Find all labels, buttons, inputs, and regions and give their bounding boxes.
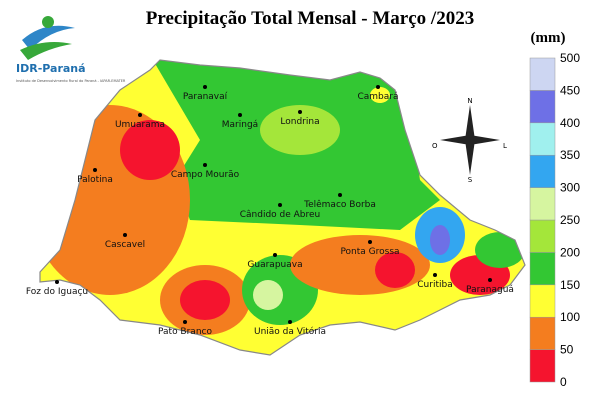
legend-tick-label: 350 bbox=[560, 148, 580, 162]
city-label: Ponta Grossa bbox=[340, 247, 399, 257]
logo: IDR-Paraná Instituto de Desenvolvimento … bbox=[16, 16, 126, 83]
city-dot bbox=[203, 85, 207, 89]
legend-bin bbox=[529, 90, 556, 124]
city-label: Campo Mourão bbox=[171, 170, 240, 180]
city-label: Cambará bbox=[357, 92, 398, 102]
city-dot bbox=[183, 320, 187, 324]
city-label: Paranavaí bbox=[183, 92, 228, 102]
logo-name: IDR-Paraná bbox=[16, 62, 86, 75]
city-label: Umuarama bbox=[115, 120, 165, 130]
legend-bin bbox=[529, 219, 556, 253]
legend-tick-label: 250 bbox=[560, 213, 580, 227]
legend-tick-label: 100 bbox=[560, 310, 580, 324]
compass-w: O bbox=[432, 142, 438, 150]
city-dot bbox=[433, 273, 437, 277]
legend-tick-label: 0 bbox=[560, 375, 567, 389]
city-dot bbox=[298, 110, 302, 114]
city-dot bbox=[368, 240, 372, 244]
city-dot bbox=[123, 233, 127, 237]
legend-bin bbox=[529, 57, 556, 91]
city-label: União da Vitória bbox=[254, 326, 326, 337]
legend-tick-label: 450 bbox=[560, 83, 580, 97]
city-dot bbox=[273, 253, 277, 257]
legend-tick-label: 500 bbox=[560, 51, 580, 65]
legend-bin bbox=[529, 252, 556, 286]
city-dot bbox=[376, 85, 380, 89]
city-dot bbox=[93, 168, 97, 172]
city-label: Guarapuava bbox=[247, 260, 302, 270]
compass-e: L bbox=[503, 142, 507, 150]
logo-subtitle: Instituto de Desenvolvimento Rural do Pa… bbox=[16, 79, 126, 83]
city-label: Cândido de Abreu bbox=[240, 210, 321, 220]
city-label: Telêmaco Borba bbox=[303, 199, 376, 210]
compass-s: S bbox=[468, 176, 473, 184]
legend-bin bbox=[529, 316, 556, 350]
legend-bin bbox=[529, 284, 556, 318]
city-label: Pato Branco bbox=[158, 327, 212, 337]
city-dot bbox=[338, 193, 342, 197]
legend-bin bbox=[529, 154, 556, 188]
legend-tick-label: 50 bbox=[560, 343, 574, 357]
city-label: Curitiba bbox=[417, 280, 452, 290]
compass: N S L O bbox=[432, 97, 507, 184]
city-label: Cascavel bbox=[105, 240, 145, 250]
city-dot bbox=[138, 113, 142, 117]
city-label: Paranaguá bbox=[466, 285, 514, 295]
legend-bin bbox=[529, 187, 556, 221]
city-dot bbox=[288, 320, 292, 324]
legend-bin bbox=[529, 122, 556, 156]
legend-tick-label: 300 bbox=[560, 181, 580, 195]
city-label: Foz do Iguaçu bbox=[26, 287, 88, 297]
compass-n: N bbox=[467, 97, 472, 105]
legend-unit: (mm) bbox=[531, 30, 566, 46]
city-dot bbox=[55, 280, 59, 284]
legend-tick-label: 400 bbox=[560, 116, 580, 130]
city-dot bbox=[238, 113, 242, 117]
title: Precipitação Total Mensal - Março /2023 bbox=[146, 8, 474, 29]
city-dot bbox=[488, 278, 492, 282]
legend-tick-label: 150 bbox=[560, 278, 580, 292]
legend-tick-label: 200 bbox=[560, 245, 580, 259]
city-label: Maringá bbox=[222, 120, 258, 130]
city-label: Palotina bbox=[77, 175, 113, 185]
legend-bin bbox=[529, 349, 556, 383]
city-label: Londrina bbox=[280, 117, 319, 127]
city-dot bbox=[278, 203, 282, 207]
city-dot bbox=[203, 163, 207, 167]
